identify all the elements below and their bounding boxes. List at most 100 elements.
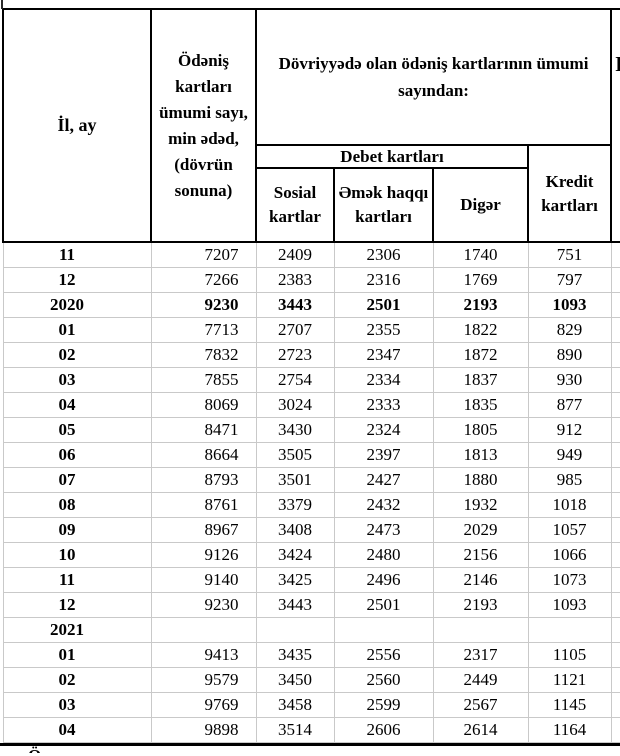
table-cell [255, 617, 335, 643]
table-cell: 2334 [333, 367, 434, 393]
table-row: 02 7832 2723 2347 1872 890 [2, 342, 620, 368]
header-other: Digər [432, 167, 529, 243]
table-cell: 7832 [150, 342, 257, 368]
row-label: 06 [2, 442, 152, 468]
table-cell: 3024 [255, 392, 335, 418]
clipped-column-cell [610, 317, 620, 343]
table-cell: 3443 [255, 592, 335, 618]
table-row: 11 7207 2409 2306 1740 751 [2, 241, 620, 268]
table-bottom-border [0, 743, 620, 746]
clipped-column-cell [610, 617, 620, 643]
table-cell: 2156 [432, 542, 529, 568]
clipped-column-cell [610, 492, 620, 518]
clipped-column-cell [610, 467, 620, 493]
table-row: 06 8664 3505 2397 1813 949 [2, 442, 620, 468]
table-cell: 2397 [333, 442, 434, 468]
table-cell: 3408 [255, 517, 335, 543]
row-label: 10 [2, 542, 152, 568]
row-label: 04 [2, 717, 152, 743]
table-cell: 2567 [432, 692, 529, 718]
table-row: 09 8967 3408 2473 2029 1057 [2, 517, 620, 543]
table-cell: 2560 [333, 667, 434, 693]
row-label: 12 [2, 267, 152, 293]
table-cell: 1066 [527, 542, 612, 568]
table-cell: 912 [527, 417, 612, 443]
table-cell: 2723 [255, 342, 335, 368]
table-cell: 2324 [333, 417, 434, 443]
clipped-column-cell [610, 367, 620, 393]
clipped-column-cell [610, 292, 620, 318]
header-clipped-next-column: I [610, 8, 620, 243]
table-cell: 2754 [255, 367, 335, 393]
clipped-column-cell [610, 717, 620, 743]
table-cell: 877 [527, 392, 612, 418]
header-year-month: İl, ay [2, 8, 152, 243]
table-row: 12 7266 2383 2316 1769 797 [2, 267, 620, 293]
header-row-3: Sosial kartlar Əmək haqqı kartları Digər [3, 167, 620, 243]
table-row: 12 9230 3443 2501 2193 1093 [2, 592, 620, 618]
clipped-column-cell [610, 567, 620, 593]
table-cell: 1105 [527, 642, 612, 668]
table-cell: 2473 [333, 517, 434, 543]
table-cell [150, 617, 257, 643]
table-cell: 1880 [432, 467, 529, 493]
clipped-column-cell [610, 392, 620, 418]
table-cell: 3379 [255, 492, 335, 518]
table-cell: 8967 [150, 517, 257, 543]
clipped-column-cell [610, 267, 620, 293]
row-label: 01 [2, 642, 152, 668]
table-cell: 9579 [150, 667, 257, 693]
table-cell: 2496 [333, 567, 434, 593]
table-cell: 890 [527, 342, 612, 368]
table-cell: 1093 [527, 592, 612, 618]
footnote-text: Ö [28, 746, 41, 753]
table-cell: 1018 [527, 492, 612, 518]
table-row: 01 9413 3435 2556 2317 1105 [2, 642, 620, 668]
clipped-column-cell [610, 592, 620, 618]
clipped-column-cell [610, 542, 620, 568]
table-cell: 1813 [432, 442, 529, 468]
table-row: 10 9126 3424 2480 2156 1066 [2, 542, 620, 568]
table-cell: 3450 [255, 667, 335, 693]
table-cell: 1073 [527, 567, 612, 593]
table-cell: 3430 [255, 417, 335, 443]
row-label: 04 [2, 392, 152, 418]
table-cell [333, 617, 434, 643]
table-cell: 9126 [150, 542, 257, 568]
table-cell: 2317 [432, 642, 529, 668]
row-label: 2020 [2, 292, 152, 318]
table-cell: 2606 [333, 717, 434, 743]
table-cell: 9230 [150, 592, 257, 618]
clipped-column-cell [610, 442, 620, 468]
table-cell: 2501 [333, 592, 434, 618]
table-cell: 2449 [432, 667, 529, 693]
header-debit-group: Debet kartları [255, 144, 529, 169]
clipped-column-cell [610, 241, 620, 268]
table-cell: 9413 [150, 642, 257, 668]
table-row: 05 8471 3430 2324 1805 912 [2, 417, 620, 443]
table-row: 11 9140 3425 2496 2146 1073 [2, 567, 620, 593]
table-header: İl, ay Ödəniş kartları ümumi sayı, min ə… [2, 8, 620, 243]
header-row-1: İl, ay Ödəniş kartları ümumi sayı, min ə… [2, 8, 620, 243]
table-cell: 2193 [432, 292, 529, 318]
table-cell: 3424 [255, 542, 335, 568]
table-row: 2020 9230 3443 2501 2193 1093 [2, 292, 620, 318]
table-row: 08 8761 3379 2432 1932 1018 [2, 492, 620, 518]
table-cell: 1805 [432, 417, 529, 443]
clipped-letter: I [615, 52, 620, 76]
table-cell: 2146 [432, 567, 529, 593]
table-row: 01 7713 2707 2355 1822 829 [2, 317, 620, 343]
header-salary-cards: Əmək haqqı kartları [333, 167, 434, 243]
table-cell: 1740 [432, 241, 529, 268]
clipped-column-cell [610, 417, 620, 443]
table-cell: 1093 [527, 292, 612, 318]
table-cell: 9140 [150, 567, 257, 593]
table-row: 02 9579 3450 2560 2449 1121 [2, 667, 620, 693]
table-cell: 2347 [333, 342, 434, 368]
table-cell: 2306 [333, 241, 434, 268]
clipped-footnote: Ö [28, 746, 620, 753]
clipped-column-cell [610, 667, 620, 693]
table-cell: 1121 [527, 667, 612, 693]
table-cell: 751 [527, 241, 612, 268]
